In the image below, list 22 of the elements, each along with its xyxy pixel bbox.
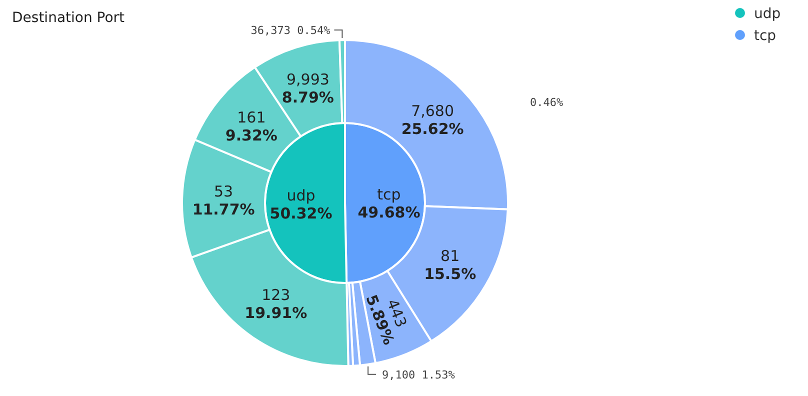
slice-label: 7,680 bbox=[411, 102, 454, 120]
slice-label: 161 bbox=[237, 108, 266, 126]
data-label: 11.77% bbox=[192, 200, 255, 218]
data-label: 15.5% bbox=[424, 264, 476, 283]
slice-label: tcp bbox=[377, 186, 401, 204]
slice-label: udp bbox=[286, 186, 316, 204]
data-label: 50.32% bbox=[270, 204, 332, 222]
data-label: 19.91% bbox=[244, 304, 308, 322]
slice-label: 123 bbox=[262, 286, 290, 304]
legend-label: tcp bbox=[754, 28, 776, 44]
data-label: 25.62% bbox=[401, 120, 464, 138]
data-label: 9.32% bbox=[225, 126, 278, 144]
slice-label: 81 bbox=[440, 246, 460, 265]
data-label: 8.79% bbox=[282, 88, 334, 106]
text: 0.46% bbox=[530, 96, 564, 109]
slice-label: 53 bbox=[214, 182, 234, 200]
text: Destination Port bbox=[12, 10, 126, 26]
data-label: 49.68% bbox=[358, 204, 420, 222]
slice-label: 9,993 bbox=[286, 70, 330, 88]
legend-label: udp bbox=[754, 6, 781, 22]
slice-label: 36,373 0.54% bbox=[250, 24, 331, 38]
slice-label: 9,100 1.53% bbox=[382, 368, 456, 382]
